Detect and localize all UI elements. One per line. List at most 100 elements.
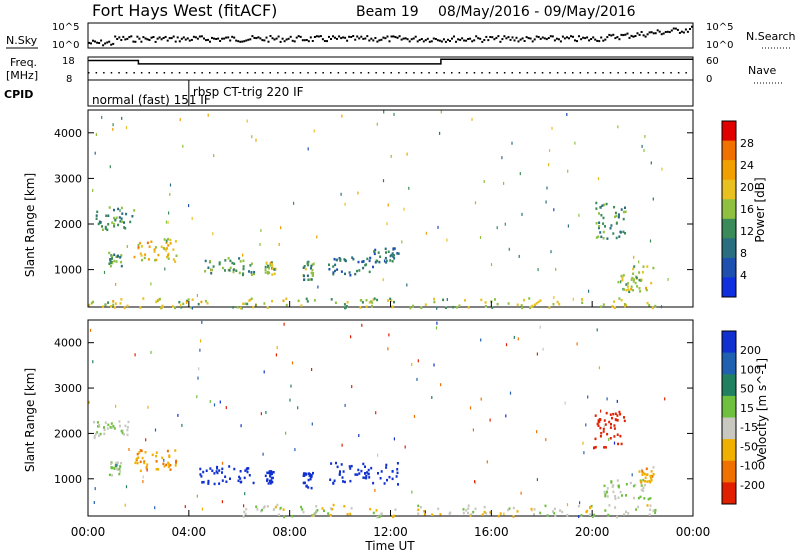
echo-cell [650, 479, 653, 482]
noise-point [440, 40, 443, 43]
nave-point [640, 72, 642, 74]
echo-cell [368, 270, 371, 274]
noise-point [257, 36, 260, 39]
noise-cell [440, 110, 442, 114]
echo-cell [310, 264, 313, 268]
echo-cell [646, 480, 649, 483]
echo-cell [237, 479, 240, 482]
echo-cell [160, 245, 163, 249]
noise-point [543, 37, 546, 40]
echo-cell [644, 476, 647, 479]
noise-cell [283, 322, 285, 326]
noise-point [678, 31, 681, 34]
noise-point [273, 38, 276, 41]
echo-cell [311, 263, 314, 266]
noise-point [124, 38, 127, 41]
echo-cell [641, 473, 644, 476]
noise-point [134, 40, 137, 43]
echo-cell [599, 231, 602, 234]
echo-cell [566, 513, 569, 517]
echo-cell [167, 461, 170, 465]
echo-cell [143, 461, 146, 465]
echo-cell [624, 232, 626, 235]
echo-cell [393, 300, 395, 304]
noise-cell [567, 169, 569, 173]
velocity-echoes [88, 320, 666, 519]
power-colorbar-label: Power [dB] [753, 177, 767, 242]
echo-cell [271, 273, 274, 276]
echo-cell [391, 477, 394, 481]
echo-cell [307, 263, 310, 267]
echo-cell [417, 508, 420, 512]
echo-cell [389, 254, 392, 258]
echo-cell [165, 463, 168, 467]
noise-point [190, 38, 193, 41]
nave-point [503, 72, 506, 74]
noise-cell [94, 487, 96, 491]
echo-cell [483, 510, 486, 514]
noise-point [459, 38, 462, 41]
noise-point [293, 40, 296, 43]
echo-cell [211, 469, 214, 472]
noise-cell [408, 186, 410, 190]
nave-point [647, 72, 650, 74]
echo-cell [213, 472, 216, 475]
noise-point [414, 35, 417, 38]
echo-cell [611, 485, 614, 489]
noise-point [378, 39, 381, 42]
echo-cell [369, 507, 372, 511]
echo-cell [417, 504, 420, 508]
echo-cell [649, 497, 652, 500]
echo-cell [621, 279, 624, 282]
echo-cell [617, 442, 620, 446]
echo-cell [204, 299, 207, 303]
nave-point [367, 72, 370, 74]
noise-cell [219, 400, 221, 404]
noise-cell [167, 220, 169, 224]
nave-point [670, 72, 672, 74]
noise-point [398, 35, 401, 38]
nave-point [594, 72, 597, 74]
echo-cell [274, 267, 277, 271]
noise-cell [165, 220, 167, 224]
echo-cell [452, 305, 455, 309]
noise-cell [251, 135, 253, 139]
echo-cell [393, 254, 395, 257]
echo-cell [270, 480, 273, 484]
noise-cell [311, 422, 313, 426]
echo-cell [244, 469, 247, 472]
echo-cell [310, 475, 313, 479]
ytick-label: 2000 [54, 218, 82, 231]
echo-cell [546, 514, 549, 517]
echo-cell [644, 483, 647, 487]
echo-cell [248, 474, 251, 477]
noise-point [217, 37, 220, 40]
echo-cell [507, 508, 510, 512]
echo-cell [101, 305, 104, 308]
echo-cell [310, 278, 313, 281]
echo-cell [104, 303, 107, 306]
noise-cell [285, 431, 287, 435]
noise-cell [260, 229, 262, 232]
echo-cell [111, 466, 113, 470]
noise-cell [531, 508, 533, 512]
noise-point [602, 39, 605, 42]
nave-point [224, 72, 226, 74]
echo-cell [113, 216, 115, 220]
nave-point [572, 72, 574, 74]
noise-point [451, 37, 453, 40]
noise-point [380, 38, 383, 41]
nave-point [677, 72, 680, 74]
echo-cell [616, 433, 619, 436]
noise-cell [361, 323, 363, 327]
echo-cell [537, 300, 540, 304]
echo-cell [252, 481, 255, 485]
nave-point [564, 72, 566, 74]
colorbar-swatch [722, 121, 736, 142]
noise-cell [341, 114, 343, 118]
echo-cell [316, 509, 319, 512]
noise-point [148, 39, 151, 41]
echo-cell [512, 515, 515, 518]
echo-cell [561, 510, 564, 514]
